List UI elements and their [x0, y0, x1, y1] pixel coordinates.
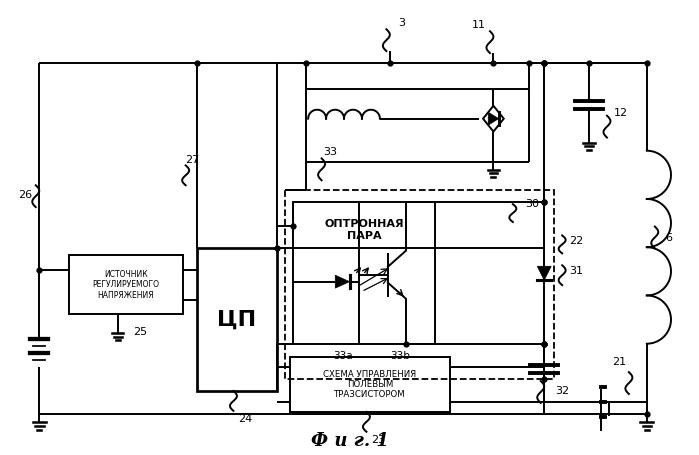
Text: Ф и г. 1: Ф и г. 1	[311, 432, 389, 450]
Bar	[293, 202, 435, 344]
Bar	[290, 357, 449, 412]
Polygon shape	[538, 266, 552, 280]
Bar	[285, 190, 554, 379]
Text: 33: 33	[323, 147, 337, 157]
Text: ЦП: ЦП	[217, 309, 257, 329]
Text: 23: 23	[371, 435, 385, 445]
Text: 3: 3	[398, 18, 405, 28]
Bar	[69, 255, 182, 314]
Text: 21: 21	[612, 357, 626, 367]
Text: 32: 32	[555, 386, 569, 396]
Bar	[196, 248, 278, 391]
Text: 31: 31	[569, 266, 583, 276]
Text: 33b: 33b	[390, 351, 410, 361]
Text: 26: 26	[18, 190, 32, 200]
Text: 27: 27	[185, 156, 200, 166]
Polygon shape	[336, 275, 350, 288]
Text: 33а: 33а	[333, 351, 353, 361]
Text: 12: 12	[614, 108, 628, 118]
Text: СХЕМА УПРАВЛЕНИЯ
ПОЛЕВЫМ
ТРАЗСИСТОРОМ: СХЕМА УПРАВЛЕНИЯ ПОЛЕВЫМ ТРАЗСИСТОРОМ	[324, 369, 417, 399]
Text: 22: 22	[569, 237, 583, 247]
Polygon shape	[488, 112, 498, 125]
Text: 11: 11	[472, 20, 486, 30]
Text: ОПТРОННАЯ
ПАРА: ОПТРОННАЯ ПАРА	[324, 219, 404, 241]
Text: 25: 25	[133, 327, 147, 337]
Text: 30: 30	[525, 199, 539, 209]
Text: 24: 24	[238, 414, 252, 424]
Text: ИСТОЧНИК
РЕГУЛИРУЕМОГО
НАПРЯЖЕНИЯ: ИСТОЧНИК РЕГУЛИРУЕМОГО НАПРЯЖЕНИЯ	[92, 270, 159, 299]
Text: 6: 6	[665, 233, 672, 243]
